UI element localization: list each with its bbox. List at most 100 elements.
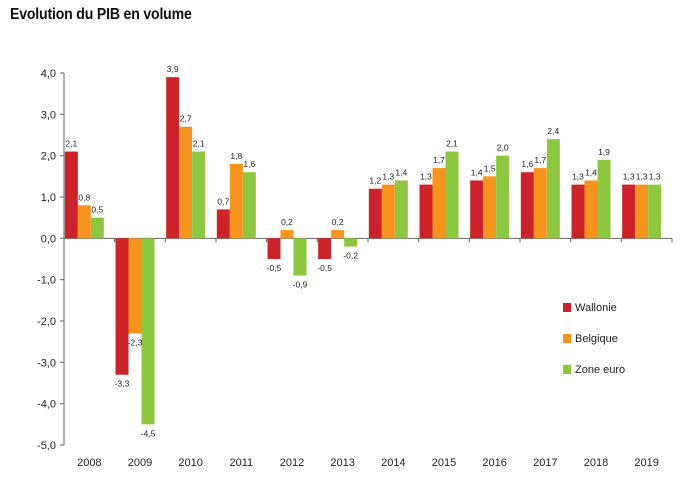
y-tick-label: -5,0: [37, 440, 56, 452]
data-label: 1,3: [623, 172, 635, 182]
bar-wallonie: [318, 238, 332, 259]
x-tick-label: 2018: [584, 457, 608, 469]
bar-wallonie: [622, 184, 636, 239]
y-tick-label: -1,0: [37, 275, 56, 287]
bar-wallonie: [115, 238, 129, 375]
x-tick-label: 2017: [533, 457, 557, 469]
bar-zone-euro: [141, 238, 155, 425]
x-tick-label: 2011: [230, 457, 254, 469]
x-tick-label: 2008: [77, 457, 101, 469]
data-label: 2,7: [180, 114, 192, 124]
data-label: -0,9: [293, 280, 308, 290]
bar-belgique: [179, 126, 193, 239]
y-tick-label: -2,0: [37, 316, 56, 328]
data-label: 0,7: [217, 196, 229, 206]
data-label: 1,6: [243, 159, 255, 169]
data-label: -0,2: [343, 251, 358, 261]
bar-zone-euro: [648, 184, 662, 239]
chart-title: Evolution du PIB en volume: [10, 6, 192, 23]
bar-zone-euro: [192, 151, 206, 239]
bars: [64, 77, 662, 425]
data-labels: 2,1-3,33,90,7-0,5 -0,51,2 1,3 1,41,61,3 1,30…: [65, 64, 660, 438]
x-tick-label: 2009: [128, 457, 152, 469]
bar-wallonie: [216, 209, 230, 239]
data-label: 2,1: [446, 139, 458, 149]
bar-belgique: [280, 230, 294, 239]
data-label: 2,1: [193, 139, 205, 149]
bar-zone-euro: [394, 180, 408, 239]
data-label: 1,6: [521, 159, 533, 169]
x-tick-label: 2013: [330, 457, 354, 469]
x-tick-label: 2014: [381, 457, 405, 469]
data-label: 1,7: [433, 155, 445, 165]
bar-wallonie: [520, 172, 534, 239]
data-label: -0,5: [267, 263, 282, 273]
bar-zone-euro: [242, 172, 256, 239]
data-label: -2,3: [128, 337, 143, 347]
bar-belgique: [584, 180, 598, 239]
bar-wallonie: [419, 184, 433, 239]
bar-wallonie: [368, 188, 382, 239]
data-label: 1,4: [395, 167, 407, 177]
y-tick-label: 2,0: [41, 151, 56, 163]
data-label: -3,3: [115, 379, 130, 389]
bar-belgique: [533, 168, 547, 239]
data-label: 0,2: [332, 217, 344, 227]
data-label: 3,9: [167, 64, 179, 74]
data-label: 0,8: [78, 192, 90, 202]
legend-swatch: [563, 365, 571, 374]
data-label: 0,5: [91, 205, 103, 215]
bar-belgique: [331, 230, 345, 239]
y-tick-label: -3,0: [37, 357, 56, 369]
legend-swatch: [563, 334, 571, 343]
bar-wallonie: [64, 151, 78, 239]
bar-belgique: [229, 163, 243, 239]
bar-zone-euro: [546, 139, 560, 239]
bar-zone-euro: [445, 151, 459, 239]
y-tick-label: 1,0: [41, 192, 56, 204]
data-label: 1,3: [649, 172, 661, 182]
data-label: -4,5: [141, 428, 156, 438]
legend-swatch: [563, 303, 571, 312]
legend-label: Zone euro: [575, 364, 625, 376]
data-label: 2,0: [497, 143, 509, 153]
axes: 4,0 3,0 2,0 1,0 0,0 -1,0 -2,0 -3,0 -4,0 -5,0 2008 2…: [37, 68, 673, 469]
data-label: -0,5: [317, 263, 332, 273]
y-tick-label: 3,0: [41, 109, 56, 121]
x-tick-label: 2015: [432, 457, 456, 469]
x-tick-label: 2012: [280, 457, 304, 469]
y-tick-label: 4,0: [41, 68, 56, 80]
x-tick-label: 2019: [634, 457, 658, 469]
legend-label: Wallonie: [575, 302, 617, 314]
bar-zone-euro: [597, 159, 611, 239]
bar-belgique: [483, 176, 497, 239]
x-tick-label: 2016: [482, 457, 506, 469]
bar-belgique: [381, 184, 395, 239]
data-label: 0,2: [281, 217, 293, 227]
legend: Wallonie Belgique Zone euro: [563, 302, 625, 376]
bar-wallonie: [470, 180, 484, 239]
data-label: 1,4: [471, 167, 483, 177]
bar-belgique: [128, 238, 142, 334]
data-label: 1,3: [572, 172, 584, 182]
bar-zone-euro: [90, 217, 104, 239]
data-label: 1,9: [598, 147, 610, 157]
data-label: 2,1: [65, 139, 77, 149]
x-tick-label: 2010: [178, 457, 202, 469]
data-label: 1,5: [484, 163, 496, 173]
bar-zone-euro: [344, 238, 358, 247]
bar-wallonie: [166, 77, 180, 239]
data-label: 1,4: [585, 167, 597, 177]
y-tick-label: -4,0: [37, 399, 56, 411]
data-label: 1,3: [382, 172, 394, 182]
data-label: 2,4: [547, 126, 559, 136]
data-label: 1,7: [534, 155, 546, 165]
bar-belgique: [635, 184, 649, 239]
bar-wallonie: [267, 238, 281, 259]
legend-label: Belgique: [575, 333, 618, 345]
data-label: 1,2: [369, 176, 381, 186]
bar-zone-euro: [496, 155, 510, 239]
bar-zone-euro: [293, 238, 307, 276]
bar-belgique: [77, 205, 91, 239]
